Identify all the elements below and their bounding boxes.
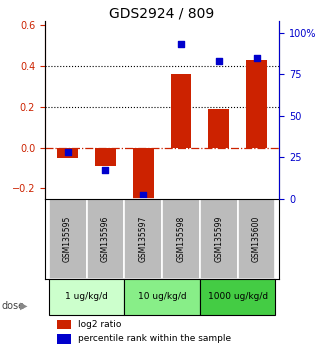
Text: percentile rank within the sample: percentile rank within the sample: [78, 335, 231, 343]
Text: log2 ratio: log2 ratio: [78, 320, 121, 329]
Bar: [200, 199, 238, 279]
Point: [178, 42, 184, 47]
Text: 1000 ug/kg/d: 1000 ug/kg/d: [208, 292, 268, 302]
Bar: [49, 279, 124, 315]
Bar: [49, 199, 87, 279]
Text: 1 ug/kg/d: 1 ug/kg/d: [65, 292, 108, 302]
Point: [216, 58, 221, 64]
Bar: [170, 74, 191, 148]
Bar: [57, 148, 78, 158]
Title: GDS2924 / 809: GDS2924 / 809: [109, 6, 215, 20]
Bar: [124, 279, 200, 315]
Text: GSM135597: GSM135597: [139, 216, 148, 262]
Bar: [124, 199, 162, 279]
Point: [141, 193, 146, 198]
Point: [254, 55, 259, 61]
Text: GSM135598: GSM135598: [177, 216, 186, 262]
Bar: [238, 199, 275, 279]
Bar: [200, 279, 275, 315]
Bar: [208, 109, 229, 148]
Bar: [95, 148, 116, 166]
Text: GSM135595: GSM135595: [63, 216, 72, 262]
Point: [103, 167, 108, 173]
Text: GSM135596: GSM135596: [101, 216, 110, 262]
Bar: [133, 148, 154, 203]
Text: dose: dose: [2, 301, 25, 311]
Text: ▶: ▶: [20, 301, 28, 311]
Text: GSM135600: GSM135600: [252, 216, 261, 262]
Bar: [87, 199, 124, 279]
Bar: [162, 199, 200, 279]
Bar: [246, 60, 267, 148]
Bar: [57, 320, 71, 329]
Text: 10 ug/kg/d: 10 ug/kg/d: [138, 292, 187, 302]
Bar: [57, 334, 71, 344]
Point: [65, 149, 70, 155]
Text: GSM135599: GSM135599: [214, 216, 223, 262]
